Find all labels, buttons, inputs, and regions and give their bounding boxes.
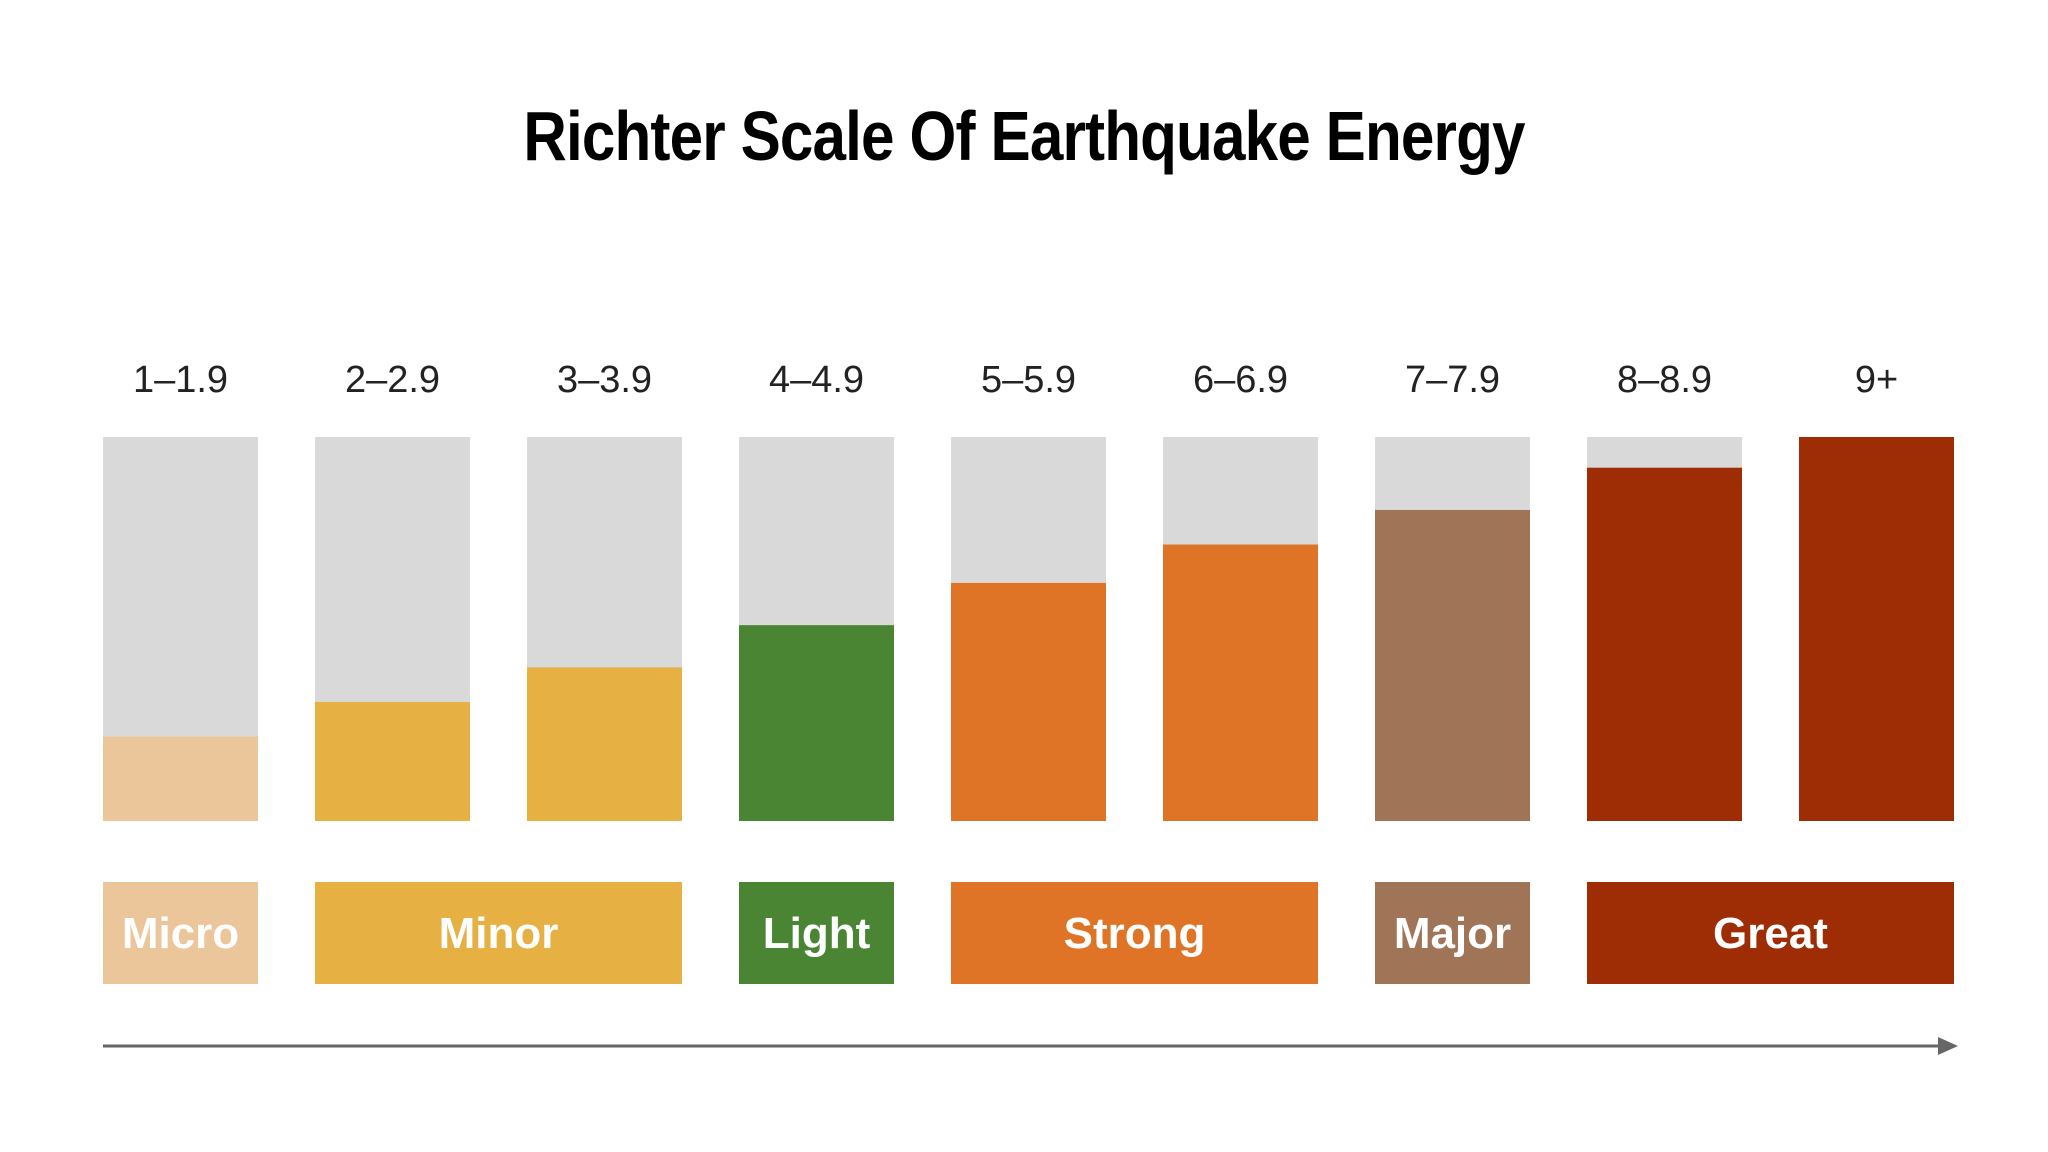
category-box (1375, 882, 1530, 984)
category-box (951, 882, 1318, 984)
bar (951, 582, 1106, 821)
range-label: 9+ (1855, 359, 1898, 401)
category-label: Micro (122, 909, 239, 958)
category-label: Strong (1064, 909, 1206, 958)
category-label: Light (763, 909, 871, 958)
category-label: Major (1394, 909, 1511, 958)
bar (739, 625, 894, 821)
range-label: 8–8.9 (1617, 359, 1712, 401)
bar (1587, 467, 1742, 821)
range-label: 5–5.9 (981, 359, 1076, 401)
range-label: 3–3.9 (557, 359, 652, 401)
bar (103, 736, 258, 821)
range-label: 4–4.9 (769, 359, 864, 401)
category-box (103, 882, 258, 984)
bar (1799, 437, 1954, 821)
axis-arrow-head (1938, 1037, 1958, 1055)
category-label: Great (1713, 909, 1828, 958)
range-label: 2–2.9 (345, 359, 440, 401)
category-box (1587, 882, 1954, 984)
page-title: Richter Scale Of Earthquake Energy (523, 97, 1525, 175)
range-label: 1–1.9 (133, 359, 228, 401)
category-box (739, 882, 894, 984)
range-label: 7–7.9 (1405, 359, 1500, 401)
range-label: 6–6.9 (1193, 359, 1288, 401)
category-box (315, 882, 682, 984)
bar (315, 701, 470, 821)
category-label: Minor (439, 909, 559, 958)
bar (1163, 544, 1318, 821)
bar (1375, 509, 1530, 821)
bar (527, 667, 682, 821)
